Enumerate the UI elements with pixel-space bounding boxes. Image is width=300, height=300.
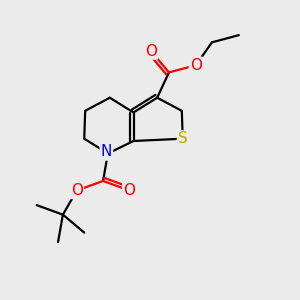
Text: O: O [145, 44, 157, 59]
Text: S: S [178, 131, 188, 146]
Text: N: N [101, 145, 112, 160]
Text: O: O [123, 183, 135, 198]
Text: O: O [190, 58, 202, 73]
Text: O: O [71, 183, 83, 198]
